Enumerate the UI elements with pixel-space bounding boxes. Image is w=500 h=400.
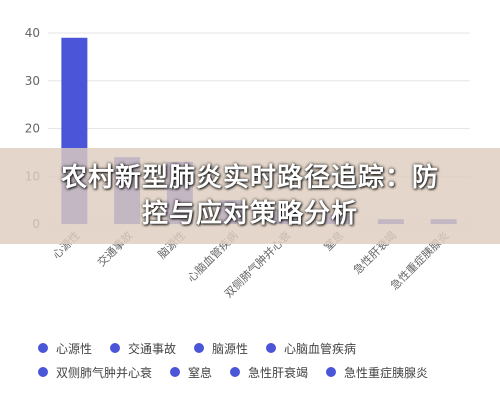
banner-title-line2: 控与应对策略分析: [141, 199, 358, 229]
legend-label: 脑源性: [212, 341, 249, 356]
legend-item[interactable]: 急性重症胰腺炎: [326, 364, 428, 381]
legend-dot-icon: [194, 343, 205, 353]
legend-label: 心脑血管疾病: [284, 341, 357, 356]
legend-row: 双侧肺气肿并心衰 窒息 急性肝衰竭 急性重症胰腺炎: [38, 362, 488, 382]
legend-label: 急性肝衰竭: [248, 365, 309, 380]
legend-dot-icon: [38, 343, 48, 353]
legend-row: 心源性 交通事故 脑源性 心脑血管疾病: [38, 338, 488, 358]
legend-label: 心源性: [56, 341, 93, 356]
y-tick-label: 40: [25, 26, 40, 40]
legend-item[interactable]: 窒息: [170, 364, 212, 381]
legend-dot-icon: [326, 367, 337, 377]
banner-title-line1: 农村新型肺炎实时路径追踪：防: [60, 163, 439, 193]
legend-dot-icon: [230, 367, 241, 377]
legend-label: 急性重症胰腺炎: [344, 365, 429, 380]
legend-item[interactable]: 交通事故: [110, 340, 176, 357]
legend: 心源性 交通事故 脑源性 心脑血管疾病 双侧肺气肿并心衰 窒息 急性肝衰竭: [38, 338, 488, 386]
legend-label: 窒息: [188, 365, 213, 380]
legend-label: 交通事故: [128, 341, 177, 356]
y-tick-label: 20: [25, 122, 40, 136]
legend-item[interactable]: 心源性: [38, 340, 92, 357]
legend-item[interactable]: 双侧肺气肿并心衰: [38, 364, 152, 381]
legend-dot-icon: [266, 343, 277, 353]
overlay-banner: 农村新型肺炎实时路径追踪：防 控与应对策略分析: [0, 148, 500, 244]
legend-dot-icon: [170, 367, 181, 377]
legend-item[interactable]: 急性肝衰竭: [230, 364, 308, 381]
legend-item[interactable]: 脑源性: [194, 340, 248, 357]
legend-label: 双侧肺气肿并心衰: [56, 365, 153, 380]
y-tick-label: 30: [25, 74, 40, 88]
legend-item[interactable]: 心脑血管疾病: [266, 340, 356, 357]
legend-dot-icon: [110, 343, 121, 353]
legend-dot-icon: [38, 367, 48, 377]
